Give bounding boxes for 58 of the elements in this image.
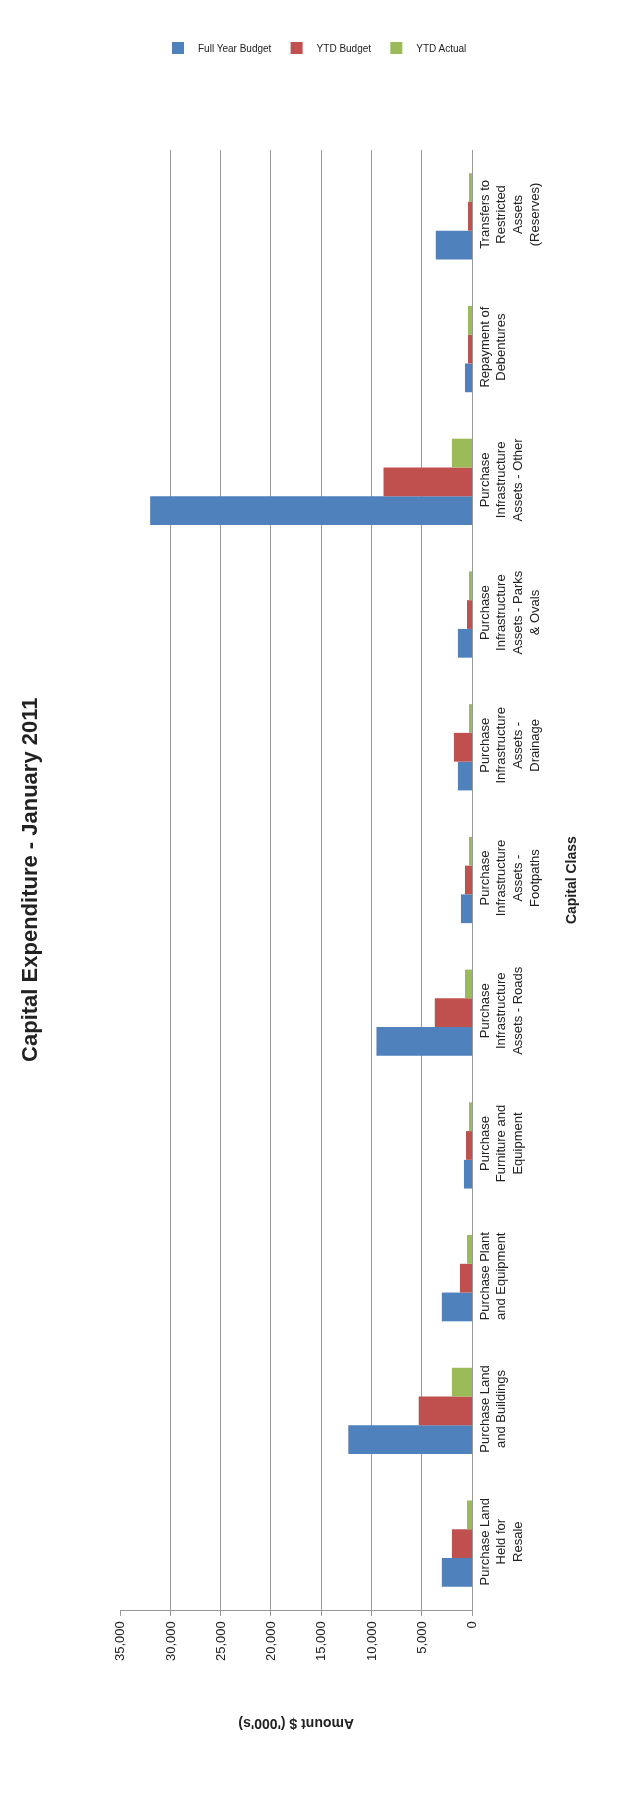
bar	[468, 1102, 472, 1132]
x-tick-label: 15,000	[313, 1621, 329, 1661]
x-tick-label: 10,000	[363, 1621, 379, 1661]
bar	[463, 1159, 472, 1189]
bar	[451, 438, 472, 468]
bar	[441, 1558, 472, 1587]
bar	[376, 1027, 472, 1056]
bar	[467, 201, 472, 231]
bar	[464, 969, 472, 999]
x-tick-label: 0	[464, 1621, 480, 1629]
bar	[464, 865, 472, 895]
y-tick-label: Repayment of Debentures	[476, 306, 509, 388]
bar	[466, 600, 472, 629]
x-tick-label: 5,000	[413, 1621, 429, 1654]
y-axis-title: Capital Class	[563, 835, 580, 925]
bar	[467, 334, 472, 364]
bar	[383, 467, 472, 497]
bar	[451, 1367, 472, 1397]
y-tick-label: Purchase Infrastructure Assets - Roads	[476, 966, 526, 1055]
y-tick-label: Purchase Furniture and Equipment	[476, 1104, 526, 1183]
bar	[457, 628, 472, 658]
bar	[466, 1500, 472, 1530]
bar	[348, 1425, 472, 1455]
bar	[459, 1263, 472, 1293]
legend-label: YTD Budget	[316, 42, 372, 54]
bar	[468, 571, 472, 601]
x-tick-label: 20,000	[263, 1621, 279, 1661]
y-tick-label: Transfers to Restricted Assets (Reserves)	[476, 179, 543, 249]
bar	[466, 1235, 472, 1264]
bar	[467, 305, 472, 335]
bar	[468, 704, 472, 733]
x-tick-label: 35,000	[112, 1621, 128, 1661]
y-tick-label: Purchase Land and Buildings	[476, 1365, 509, 1453]
bar	[434, 998, 472, 1028]
x-tick-label: 25,000	[212, 1621, 228, 1661]
legend-label: Full Year Budget	[198, 42, 272, 54]
bar	[441, 1292, 472, 1322]
y-tick-label: Purchase Plant and Equipment	[476, 1231, 509, 1321]
bar	[451, 1529, 472, 1559]
bar	[468, 173, 472, 202]
y-tick-label: Purchase Infrastructure Assets - Drainage	[476, 707, 543, 784]
x-tick-label: 30,000	[162, 1621, 178, 1661]
bar	[464, 363, 472, 393]
y-tick-label: Purchase Infrastructure Assets - Footpaths	[476, 839, 543, 917]
legend-label: YTD Actual	[416, 42, 467, 54]
bar	[465, 1131, 472, 1160]
bar	[468, 836, 472, 866]
bar	[457, 761, 472, 791]
y-tick-label: Purchase Infrastructure Assets - Other	[476, 437, 526, 522]
bar	[453, 732, 472, 762]
bar	[460, 894, 472, 924]
bar	[418, 1396, 472, 1426]
y-tick-label: Purchase Infrastructure Assets - Parks & Ovals	[476, 570, 543, 655]
x-axis-title: Amount $ ('000's)	[238, 1716, 354, 1733]
bar	[435, 230, 472, 260]
text: Capital Expenditure - January 2011	[16, 697, 42, 1062]
y-tick-label: Purchase Land Held for Resale	[476, 1497, 526, 1586]
bar	[150, 496, 472, 525]
